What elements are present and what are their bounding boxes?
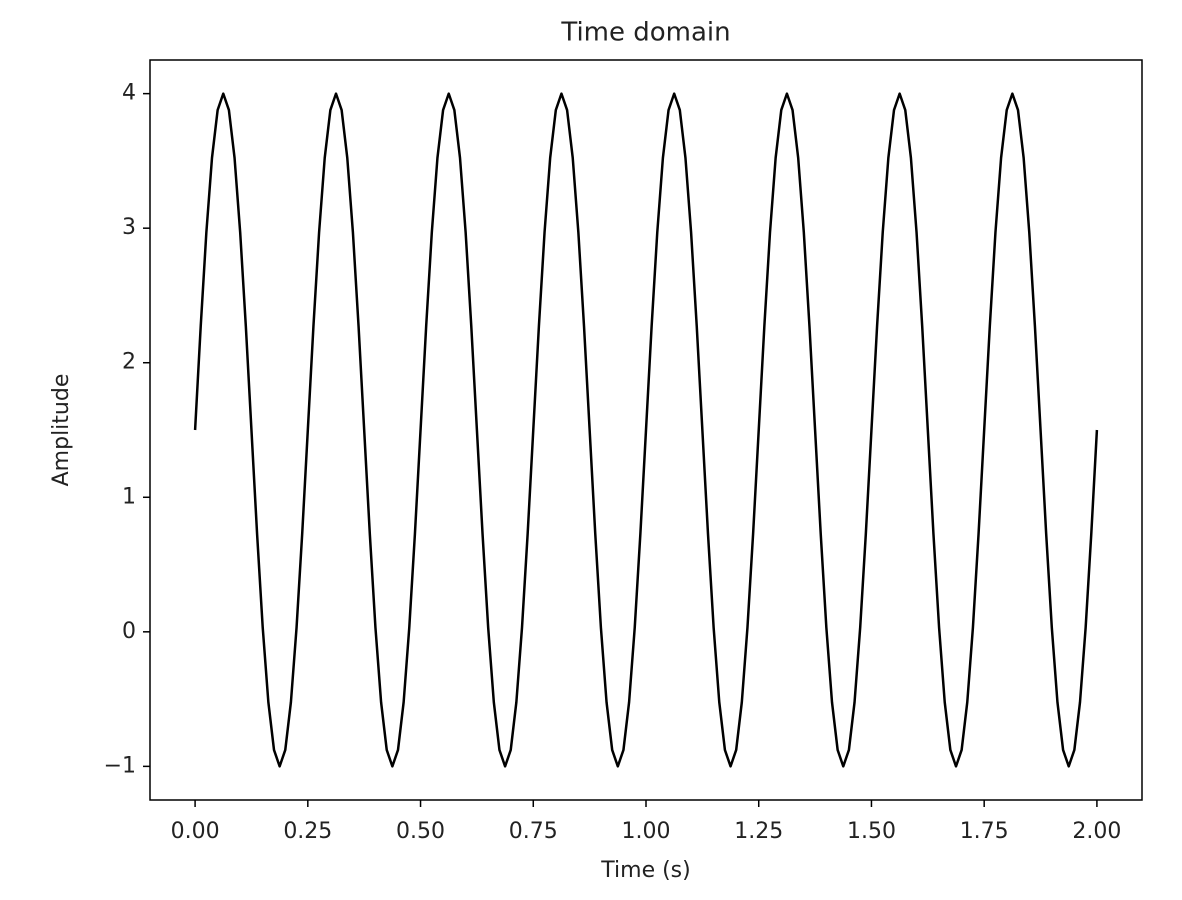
chart-title: Time domain — [560, 18, 730, 48]
x-tick-label: 0.50 — [396, 819, 445, 844]
x-tick-label: 1.50 — [847, 819, 896, 844]
x-tick-label: 0.25 — [283, 819, 332, 844]
y-tick-label: 4 — [122, 81, 136, 106]
x-tick-label: 2.00 — [1072, 819, 1121, 844]
y-tick-label: 0 — [122, 619, 136, 644]
x-tick-label: 0.00 — [171, 819, 220, 844]
x-tick-label: 0.75 — [509, 819, 558, 844]
x-tick-label: 1.00 — [622, 819, 671, 844]
x-tick-label: 1.75 — [960, 819, 1009, 844]
y-tick-label: 3 — [122, 215, 136, 240]
y-tick-label: 1 — [122, 484, 136, 509]
x-axis-label: Time (s) — [600, 858, 690, 883]
y-tick-label: −1 — [104, 753, 136, 778]
y-tick-label: 2 — [122, 350, 136, 375]
signal-line — [193, 92, 1099, 768]
x-tick-label: 1.25 — [734, 819, 783, 844]
y-axis-label: Amplitude — [49, 374, 74, 487]
